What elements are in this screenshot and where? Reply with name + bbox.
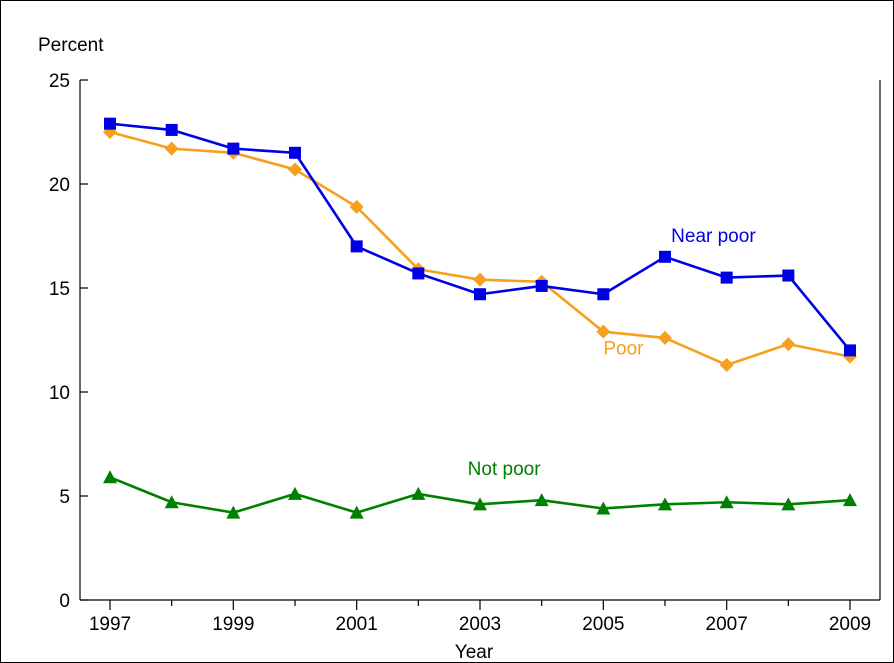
data-point-square bbox=[782, 269, 795, 282]
y-tick-label: 25 bbox=[49, 71, 70, 92]
data-point-diamond bbox=[288, 162, 302, 177]
data-point-square bbox=[104, 117, 116, 130]
data-point-square bbox=[597, 288, 610, 301]
y-axis-title: Percent bbox=[38, 35, 104, 56]
data-point-triangle bbox=[843, 493, 857, 507]
data-point-square bbox=[720, 271, 733, 284]
x-tick-label: 2005 bbox=[582, 614, 624, 635]
series-label-poor: Poor bbox=[603, 339, 644, 360]
axes: 0 5 10 15 20 25 1997 1999 2001 2003 2005 2007 2009 bbox=[49, 71, 881, 635]
series-line bbox=[109, 130, 851, 367]
x-tick-label: 2001 bbox=[336, 614, 378, 635]
series-near-poor bbox=[104, 117, 856, 357]
data-point-triangle bbox=[164, 495, 179, 509]
data-point-triangle bbox=[103, 470, 117, 484]
data-point-diamond bbox=[719, 357, 734, 372]
data-point-triangle bbox=[719, 495, 734, 509]
data-point-square bbox=[844, 344, 856, 357]
data-point-triangle bbox=[349, 505, 364, 519]
data-point-triangle bbox=[596, 501, 611, 515]
data-point-square bbox=[659, 250, 671, 263]
series-layer bbox=[103, 117, 857, 519]
data-point-diamond bbox=[596, 324, 611, 339]
data-point-diamond bbox=[473, 272, 487, 287]
data-point-square bbox=[350, 240, 363, 253]
data-point-triangle bbox=[411, 486, 426, 500]
y-tick-label: 5 bbox=[59, 487, 70, 508]
data-point-square bbox=[289, 146, 301, 159]
data-point-diamond bbox=[781, 337, 796, 352]
data-point-diamond bbox=[658, 330, 672, 345]
series-label-near-poor: Near poor bbox=[671, 226, 756, 247]
x-axis-title: Year bbox=[455, 642, 494, 663]
x-tick-label: 1997 bbox=[89, 614, 131, 635]
data-point-square bbox=[535, 279, 548, 292]
y-tick-label: 0 bbox=[59, 591, 70, 612]
y-tick-label: 10 bbox=[49, 383, 70, 404]
series-poor bbox=[103, 125, 857, 372]
data-point-triangle bbox=[473, 497, 487, 511]
series-not-poor bbox=[103, 470, 857, 519]
series-labels: Near poor Poor Not poor bbox=[468, 226, 757, 480]
y-tick-label: 20 bbox=[49, 175, 70, 196]
data-point-square bbox=[474, 288, 486, 301]
data-point-triangle bbox=[658, 497, 672, 511]
data-point-triangle bbox=[534, 493, 549, 507]
data-point-square bbox=[165, 123, 178, 136]
data-point-triangle bbox=[781, 497, 796, 511]
data-point-diamond bbox=[164, 141, 179, 156]
y-tick-label: 15 bbox=[49, 279, 70, 300]
data-point-triangle bbox=[226, 505, 241, 519]
x-tick-label: 1999 bbox=[212, 614, 254, 635]
x-tick-label: 2003 bbox=[459, 614, 501, 635]
data-point-square bbox=[227, 142, 240, 155]
data-point-square bbox=[412, 267, 425, 280]
x-tick-label: 2009 bbox=[829, 614, 871, 635]
series-label-not-poor: Not poor bbox=[468, 459, 542, 480]
data-point-diamond bbox=[349, 199, 364, 214]
x-tick-label: 2007 bbox=[706, 614, 748, 635]
data-point-triangle bbox=[288, 486, 302, 500]
